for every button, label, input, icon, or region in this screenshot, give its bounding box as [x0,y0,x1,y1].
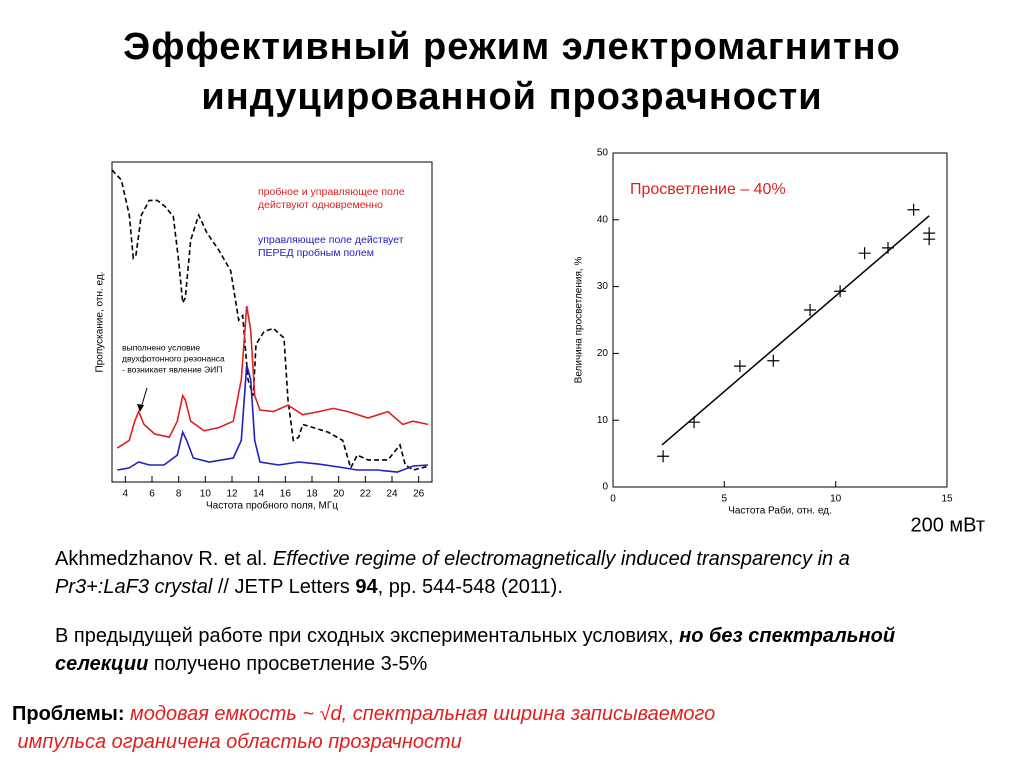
x-tick-label: 6 [149,489,155,500]
series-line [111,169,430,471]
x-tick-label: 12 [226,489,238,500]
x-tick-label: 18 [306,489,318,500]
x-tick-label: 0 [610,494,616,505]
annotation: - возникает явление ЭИП [122,364,222,374]
text-run: импульса ограничена областью прозрачност… [12,731,462,753]
text-run: Проблемы: [12,703,125,725]
problems: Проблемы: модовая емкость ~ √d, спектрал… [12,700,1012,756]
arrowhead [137,404,144,412]
text-run: , pp. 544-548 (2011). [377,576,563,598]
x-tick-label: 15 [941,494,953,505]
x-axis-label: Частота пробного поля, МГц [206,500,338,512]
fit-line [661,215,930,446]
y-tick-label: 20 [597,348,609,359]
x-tick-label: 8 [176,489,182,500]
title: Эффективный режим электромагнитно индуцир… [0,22,1024,122]
y-tick-label: 40 [597,214,609,225]
x-axis-label: Частота Раби, отн. ед. [728,505,832,517]
x-tick-label: 26 [413,489,425,500]
text-run: Akhmedzhanov R. et al. [55,548,273,570]
annotation: действуют одновременно [258,199,383,211]
title-line: Эффективный режим электромагнитно [123,26,901,68]
series-line [116,305,429,449]
y-tick-label: 30 [597,281,609,292]
x-tick-label: 5 [722,494,728,505]
x-tick-label: 22 [360,489,372,500]
paragraph: В предыдущей работе при сходных эксперим… [55,622,955,678]
point [907,203,920,216]
text-run: модовая емкость ~ √d, спектральная ширин… [124,703,716,725]
annotation: ПЕРЕД пробным полем [258,247,374,259]
plot-frame [612,152,948,488]
x-tick-label: 4 [123,489,129,500]
x-tick-label: 10 [830,494,842,505]
plot-frame [111,161,433,483]
annotation: пробное и управляющее поле [258,186,405,198]
y-tick-label: 0 [602,482,608,493]
point [923,233,936,246]
annotation: управляющее поле действует [258,234,404,246]
point [804,303,817,316]
arrow [140,387,148,409]
text-run: но без спектральной селекции [55,625,896,675]
text-run: Effective regime of electromagnetically … [55,548,850,598]
note: 200 мВт [910,514,985,536]
annotation: двухфотонного резонанса [122,353,225,363]
y-axis-label: Пропускание, отн. ед. [95,272,106,373]
x-tick-label: 24 [386,489,398,500]
reference: Akhmedzhanov R. et al. Effective regime … [55,545,885,601]
title-line: индуцированной прозрачности [201,76,823,118]
point [858,247,871,260]
series-line [117,364,429,473]
y-tick-label: 10 [597,415,609,426]
point [767,354,780,367]
x-tick-label: 10 [200,489,212,500]
text-run: 94 [355,576,378,598]
y-axis-label: Величина просветления, % [574,257,585,384]
x-tick-label: 14 [253,489,265,500]
point [733,360,746,373]
annotation: Просветление – 40% [630,181,786,198]
text-run: получено просветление 3-5% [148,653,428,675]
annotation: выполнено условие [122,342,200,352]
x-tick-label: 16 [280,489,292,500]
point [657,450,670,463]
y-tick-label: 50 [597,148,609,159]
text-run: // JETP Letters [212,576,356,598]
text-run: В предыдущей работе при сходных эксперим… [55,625,680,647]
x-tick-label: 20 [333,489,345,500]
